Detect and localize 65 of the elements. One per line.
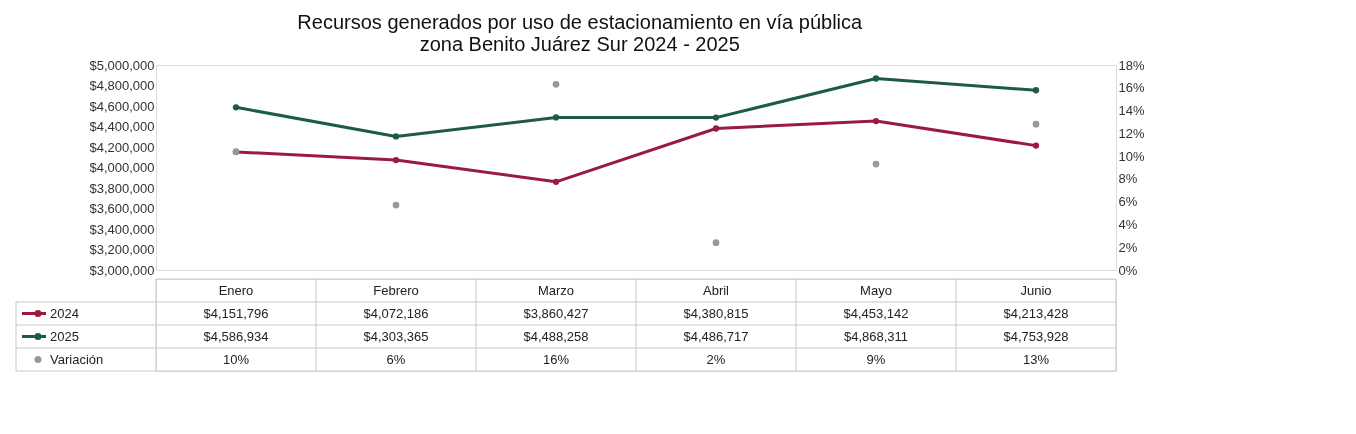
point (392, 133, 400, 140)
point (1032, 87, 1040, 94)
y-tick-label: $4,800,000 (89, 78, 155, 93)
y-tick-label: $5,000,000 (89, 57, 155, 73)
data-label: $4,586,934 (203, 328, 269, 344)
chart-title: Recursos generados por uso de estacionamiento en vía pública zona Benito Juárez Sur 2024 - 2025 (297, 10, 864, 55)
point (872, 117, 880, 125)
y2-tick-label: 12% (1118, 125, 1145, 141)
data-label: 6% (386, 351, 406, 367)
y-tick-label: $4,400,000 (89, 119, 155, 134)
y2-tick-label: 10% (1118, 148, 1145, 164)
legend-label: 2024 (50, 305, 79, 321)
y2-tick-label: 14% (1118, 103, 1145, 119)
y2-tick-label: 8% (1118, 171, 1138, 187)
point (552, 81, 560, 88)
point (872, 75, 880, 82)
point (392, 156, 400, 164)
x-tick-label: Abril (702, 282, 730, 298)
y2-tick-label: 2% (1118, 239, 1138, 255)
data-label: $4,868,311 (843, 328, 909, 344)
data-label: 16% (542, 351, 570, 367)
y-tick-label: $3,800,000 (89, 180, 155, 196)
x-tick-label: Enero (218, 282, 254, 298)
point (392, 201, 400, 209)
data-label: $4,072,186 (363, 305, 429, 321)
data-label: $4,151,796 (203, 305, 269, 321)
data-label: 10% (222, 351, 250, 367)
y2-tick-label: 4% (1118, 216, 1138, 232)
point (552, 114, 560, 121)
y2-tick-label: 6% (1118, 194, 1138, 210)
point (1032, 142, 1040, 149)
data-label: $4,213,428 (1003, 305, 1069, 321)
x-tick-label: Mayo (860, 282, 892, 298)
data-label: 13% (1022, 351, 1050, 367)
point (712, 125, 720, 132)
data-label: $4,380,815 (683, 305, 749, 321)
point (1032, 120, 1040, 128)
x-tick-label: Febrero (373, 282, 419, 298)
y-tick-label: $4,000,000 (89, 160, 155, 175)
data-label: 2% (706, 351, 726, 367)
legend-label: 2025 (50, 328, 79, 344)
legend-label: Variación (50, 351, 104, 367)
point (552, 178, 560, 185)
y2-tick-label: 16% (1118, 80, 1145, 96)
y-tick-label: $3,600,000 (89, 201, 155, 216)
y2-tick-label: 0% (1118, 262, 1138, 278)
point (712, 114, 720, 121)
data-label: $4,488,258 (523, 328, 589, 344)
data-label: $4,453,142 (843, 305, 909, 321)
y2-tick-label: 18% (1118, 57, 1145, 73)
data-label: $3,860,427 (523, 305, 589, 321)
data-label: 9% (866, 351, 886, 367)
y-tick-label: $4,200,000 (89, 139, 155, 155)
point (872, 160, 880, 168)
x-tick-label: Junio (1020, 282, 1052, 298)
y-tick-label: $3,000,000 (89, 262, 155, 278)
y-tick-label: $4,600,000 (89, 98, 155, 114)
y-tick-label: $3,200,000 (89, 242, 155, 257)
point (232, 104, 240, 111)
x-tick-label: Marzo (537, 282, 575, 298)
data-label: $4,303,365 (363, 328, 429, 344)
data-label: $4,486,717 (683, 328, 749, 344)
y-tick-label: $3,400,000 (89, 221, 155, 237)
point (712, 239, 720, 247)
data-label: $4,753,928 (1003, 328, 1069, 344)
